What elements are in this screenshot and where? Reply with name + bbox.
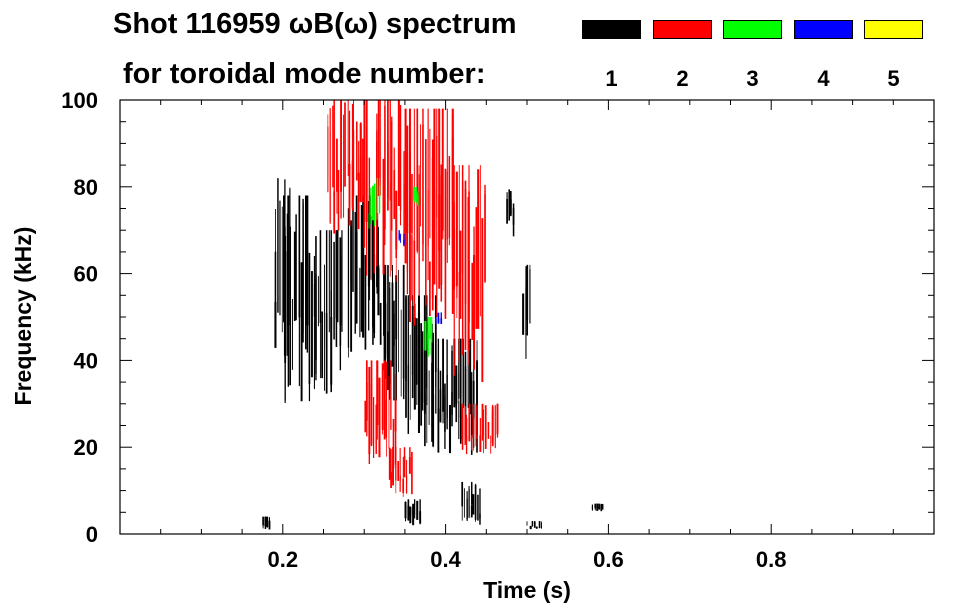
series-mode-3 xyxy=(368,178,433,357)
legend-label-mode-2: 2 xyxy=(676,66,689,91)
legend-swatch-mode-3 xyxy=(723,20,782,39)
mode-1-region xyxy=(591,503,604,512)
chart-subtitle: for toroidal mode number: xyxy=(123,58,486,90)
mode-1-region xyxy=(404,499,422,526)
legend-swatch-mode-5 xyxy=(864,20,923,39)
mode-1-region xyxy=(522,264,531,359)
axis-ticks xyxy=(120,100,934,534)
x-tick-label: 0.6 xyxy=(593,547,624,572)
x-tick-label: 0.8 xyxy=(756,547,787,572)
x-axis-label: Time (s) xyxy=(483,577,571,603)
y-tick-label: 80 xyxy=(74,175,98,200)
mode-2-region xyxy=(388,447,413,497)
mode-4-region xyxy=(435,312,443,325)
x-tick-label: 0.2 xyxy=(268,547,299,572)
mode-1-region xyxy=(506,189,515,237)
mode-4-region xyxy=(398,230,405,246)
series-mode-4 xyxy=(398,230,443,325)
chart-title: Shot 116959 ωB(ω) spectrum xyxy=(113,8,517,40)
y-axis-label: Frequency (kHz) xyxy=(10,227,36,406)
legend-swatch-mode-2 xyxy=(653,20,712,39)
y-tick-label: 20 xyxy=(74,435,98,460)
mode-1-region xyxy=(262,516,271,530)
mode-3-region xyxy=(413,186,419,206)
mode-3-region xyxy=(368,178,381,229)
plot-data-layer xyxy=(262,100,604,530)
y-tick-label: 100 xyxy=(61,88,98,113)
mode-1-region xyxy=(311,230,343,394)
mode-1-region xyxy=(405,295,437,448)
mode-2-region xyxy=(461,403,499,455)
legend-label-mode-4: 4 xyxy=(817,66,830,91)
mode-1-region xyxy=(379,264,405,401)
legend-swatch-mode-4 xyxy=(794,20,853,39)
mode-2-region xyxy=(404,108,454,326)
y-tick-label: 40 xyxy=(74,348,98,373)
mode-3-region xyxy=(424,317,433,357)
legend-label-mode-3: 3 xyxy=(746,66,759,91)
mode-2-region xyxy=(364,360,397,469)
x-tick-label: 0.4 xyxy=(430,547,461,572)
y-tick-label: 60 xyxy=(74,262,98,287)
mode-2-region xyxy=(453,165,486,382)
mode-1-region xyxy=(526,520,543,530)
axis-tick-labels: 0.2 0.4 0.6 0.8 0 20 40 60 80 100 xyxy=(61,88,786,572)
mode-1-region xyxy=(461,481,481,525)
y-tick-label: 0 xyxy=(86,522,98,547)
legend-swatch-mode-1 xyxy=(582,20,641,39)
legend-label-mode-1: 1 xyxy=(605,66,618,91)
legend-label-mode-5: 5 xyxy=(887,66,900,91)
mode-2-region xyxy=(327,100,364,234)
mode-1-region xyxy=(283,195,311,403)
